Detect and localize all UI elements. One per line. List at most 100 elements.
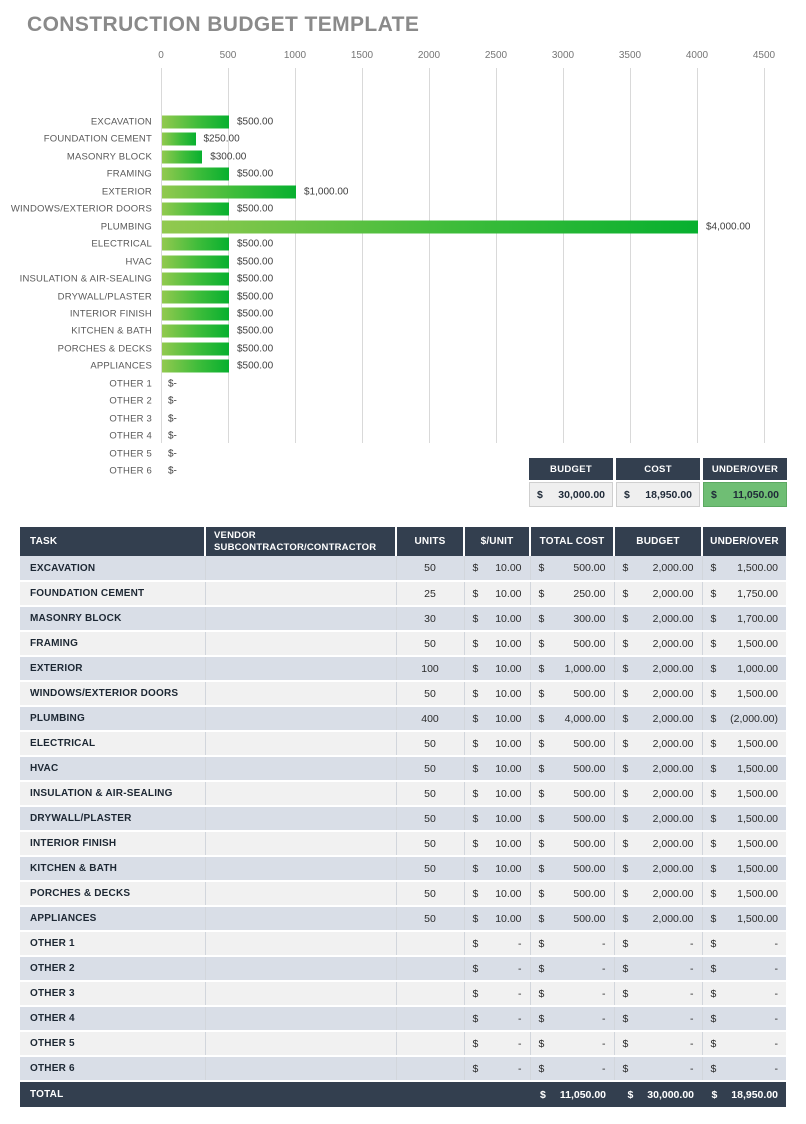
budget-cell[interactable]: $ -: [614, 981, 703, 1007]
vendor-cell[interactable]: [205, 581, 397, 607]
under-over-cell[interactable]: $1,500.00: [702, 781, 786, 807]
unit-cost-cell[interactable]: $10.00: [464, 681, 531, 707]
total-cost-cell[interactable]: $ -: [530, 956, 615, 982]
task-cell[interactable]: OTHER 6: [20, 1056, 206, 1082]
unit-cost-cell[interactable]: $ -: [464, 1006, 531, 1032]
under-over-cell[interactable]: $ -: [702, 931, 786, 957]
budget-cell[interactable]: $ -: [614, 956, 703, 982]
total-cost-cell[interactable]: $ -: [530, 1006, 615, 1032]
budget-cell[interactable]: $ -: [614, 1056, 703, 1082]
vendor-cell[interactable]: [205, 906, 397, 932]
under-over-cell[interactable]: $1,500.00: [702, 906, 786, 932]
under-over-cell[interactable]: $1,750.00: [702, 581, 786, 607]
under-over-cell[interactable]: $1,500.00: [702, 756, 786, 782]
units-cell[interactable]: 50: [396, 631, 465, 657]
vendor-cell[interactable]: [205, 1006, 397, 1032]
vendor-cell[interactable]: [205, 631, 397, 657]
units-cell[interactable]: [396, 981, 465, 1007]
under-over-cell[interactable]: $ -: [702, 981, 786, 1007]
under-over-cell[interactable]: $1,500.00: [702, 806, 786, 832]
task-cell[interactable]: PLUMBING: [20, 706, 206, 732]
units-cell[interactable]: 50: [396, 831, 465, 857]
budget-cell[interactable]: $2,000.00: [614, 581, 703, 607]
summary-under-over-cell[interactable]: $ 11,050.00: [703, 482, 787, 507]
under-over-cell[interactable]: $1,500.00: [702, 631, 786, 657]
unit-cost-cell[interactable]: $10.00: [464, 881, 531, 907]
budget-cell[interactable]: $2,000.00: [614, 781, 703, 807]
unit-cost-cell[interactable]: $ -: [464, 956, 531, 982]
unit-cost-cell[interactable]: $10.00: [464, 756, 531, 782]
unit-cost-cell[interactable]: $10.00: [464, 631, 531, 657]
units-cell[interactable]: [396, 931, 465, 957]
unit-cost-cell[interactable]: $ -: [464, 1056, 531, 1082]
budget-cell[interactable]: $2,000.00: [614, 881, 703, 907]
task-cell[interactable]: OTHER 5: [20, 1031, 206, 1057]
units-cell[interactable]: 100: [396, 656, 465, 682]
total-cost-cell[interactable]: $500.00: [530, 731, 615, 757]
total-cost-cell[interactable]: $500.00: [530, 756, 615, 782]
under-over-cell[interactable]: $ -: [702, 1031, 786, 1057]
vendor-cell[interactable]: [205, 881, 397, 907]
under-over-cell[interactable]: $1,500.00: [702, 731, 786, 757]
budget-cell[interactable]: $2,000.00: [614, 656, 703, 682]
task-cell[interactable]: KITCHEN & BATH: [20, 856, 206, 882]
vendor-cell[interactable]: [205, 981, 397, 1007]
vendor-cell[interactable]: [205, 681, 397, 707]
vendor-cell[interactable]: [205, 1056, 397, 1082]
vendor-cell[interactable]: [205, 956, 397, 982]
vendor-cell[interactable]: [205, 706, 397, 732]
units-cell[interactable]: 50: [396, 806, 465, 832]
total-cost-cell[interactable]: $1,000.00: [530, 656, 615, 682]
task-cell[interactable]: FRAMING: [20, 631, 206, 657]
under-over-cell[interactable]: $1,000.00: [702, 656, 786, 682]
unit-cost-cell[interactable]: $10.00: [464, 706, 531, 732]
total-cost-cell[interactable]: $500.00: [530, 906, 615, 932]
budget-cell[interactable]: $ -: [614, 1031, 703, 1057]
total-cost-cell[interactable]: $ -: [530, 981, 615, 1007]
total-cost-cell[interactable]: $500.00: [530, 806, 615, 832]
budget-cell[interactable]: $ -: [614, 931, 703, 957]
task-cell[interactable]: EXCAVATION: [20, 556, 206, 582]
budget-cell[interactable]: $2,000.00: [614, 556, 703, 582]
unit-cost-cell[interactable]: $ -: [464, 981, 531, 1007]
total-cost-cell[interactable]: $300.00: [530, 606, 615, 632]
unit-cost-cell[interactable]: $10.00: [464, 656, 531, 682]
units-cell[interactable]: [396, 1031, 465, 1057]
budget-cell[interactable]: $2,000.00: [614, 831, 703, 857]
vendor-cell[interactable]: [205, 931, 397, 957]
task-cell[interactable]: EXTERIOR: [20, 656, 206, 682]
budget-cell[interactable]: $ -: [614, 1006, 703, 1032]
under-over-cell[interactable]: $1,500.00: [702, 681, 786, 707]
task-cell[interactable]: INSULATION & AIR-SEALING: [20, 781, 206, 807]
under-over-cell[interactable]: $1,500.00: [702, 831, 786, 857]
vendor-cell[interactable]: [205, 856, 397, 882]
total-cost-cell[interactable]: $4,000.00: [530, 706, 615, 732]
units-cell[interactable]: 50: [396, 756, 465, 782]
unit-cost-cell[interactable]: $10.00: [464, 606, 531, 632]
unit-cost-cell[interactable]: $ -: [464, 1031, 531, 1057]
total-cost-cell[interactable]: $500.00: [530, 881, 615, 907]
total-cost-cell[interactable]: $500.00: [530, 631, 615, 657]
budget-cell[interactable]: $2,000.00: [614, 906, 703, 932]
budget-cell[interactable]: $2,000.00: [614, 606, 703, 632]
vendor-cell[interactable]: [205, 656, 397, 682]
under-over-cell[interactable]: $ -: [702, 1056, 786, 1082]
unit-cost-cell[interactable]: $10.00: [464, 856, 531, 882]
units-cell[interactable]: 50: [396, 906, 465, 932]
unit-cost-cell[interactable]: $10.00: [464, 581, 531, 607]
unit-cost-cell[interactable]: $10.00: [464, 781, 531, 807]
vendor-cell[interactable]: [205, 806, 397, 832]
budget-cell[interactable]: $2,000.00: [614, 806, 703, 832]
units-cell[interactable]: 50: [396, 856, 465, 882]
under-over-cell[interactable]: $1,500.00: [702, 881, 786, 907]
vendor-cell[interactable]: [205, 731, 397, 757]
budget-cell[interactable]: $2,000.00: [614, 731, 703, 757]
under-over-cell[interactable]: $ -: [702, 1006, 786, 1032]
task-cell[interactable]: WINDOWS/EXTERIOR DOORS: [20, 681, 206, 707]
under-over-cell[interactable]: $1,700.00: [702, 606, 786, 632]
budget-cell[interactable]: $2,000.00: [614, 756, 703, 782]
units-cell[interactable]: 50: [396, 556, 465, 582]
units-cell[interactable]: [396, 1056, 465, 1082]
total-cost-cell[interactable]: $ -: [530, 1031, 615, 1057]
budget-cell[interactable]: $2,000.00: [614, 706, 703, 732]
